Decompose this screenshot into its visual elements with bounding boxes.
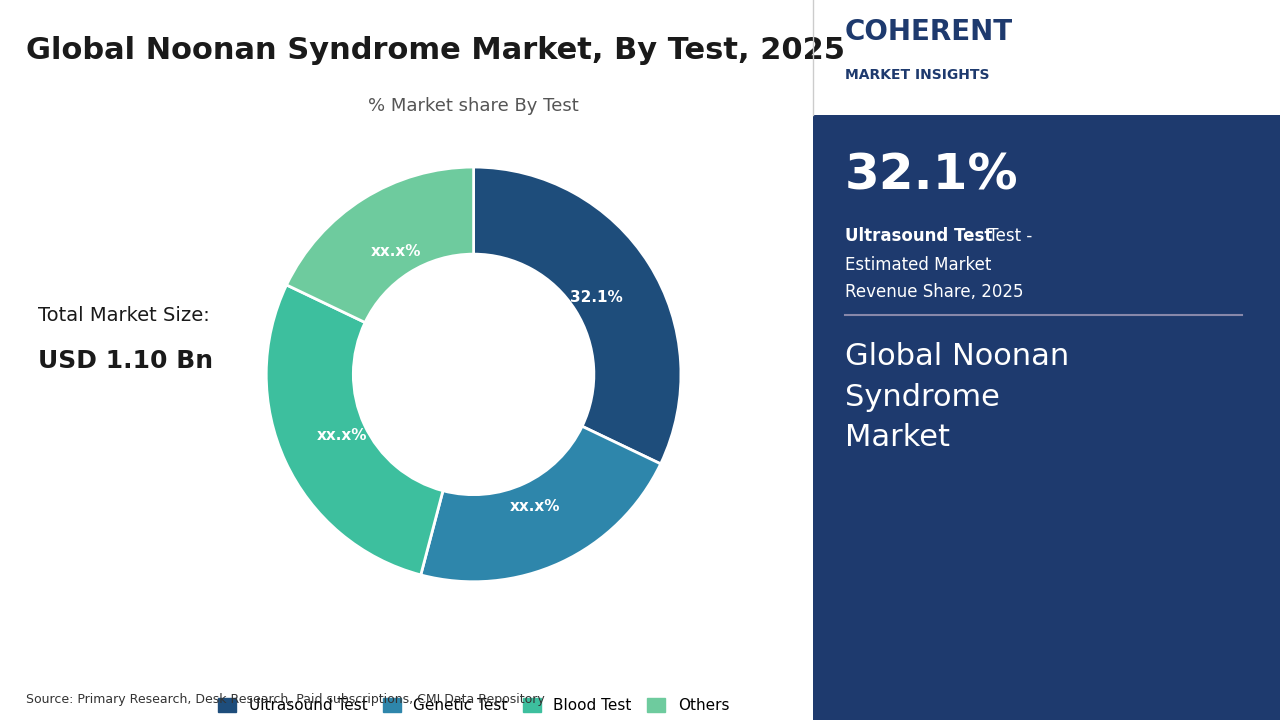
Legend: Ultrasound Test, Genetic Test, Blood Test, Others: Ultrasound Test, Genetic Test, Blood Tes… bbox=[212, 692, 735, 719]
Wedge shape bbox=[421, 426, 660, 582]
Text: Global Noonan
Syndrome
Market: Global Noonan Syndrome Market bbox=[845, 342, 1069, 452]
Text: xx.x%: xx.x% bbox=[316, 428, 367, 443]
Wedge shape bbox=[474, 167, 681, 464]
Text: Ultrasound Test: Ultrasound Test bbox=[845, 227, 992, 245]
Text: Total Market Size:: Total Market Size: bbox=[38, 306, 210, 325]
Wedge shape bbox=[287, 167, 474, 323]
Text: Global Noonan Syndrome Market, By Test, 2025: Global Noonan Syndrome Market, By Test, … bbox=[26, 36, 845, 65]
Text: % Market share By Test: % Market share By Test bbox=[369, 97, 579, 115]
Text: Test -: Test - bbox=[983, 227, 1032, 245]
Text: 32.1%: 32.1% bbox=[570, 289, 623, 305]
Text: COHERENT: COHERENT bbox=[845, 18, 1012, 46]
Text: xx.x%: xx.x% bbox=[371, 244, 421, 259]
Text: MARKET INSIGHTS: MARKET INSIGHTS bbox=[845, 68, 989, 82]
Wedge shape bbox=[266, 285, 443, 575]
Text: Revenue Share, 2025: Revenue Share, 2025 bbox=[845, 283, 1023, 301]
Text: xx.x%: xx.x% bbox=[509, 499, 559, 513]
Text: 32.1%: 32.1% bbox=[845, 151, 1019, 199]
Text: USD 1.10 Bn: USD 1.10 Bn bbox=[38, 349, 214, 373]
Text: Source: Primary Research, Desk Research, Paid subscriptions, CMI Data Repository: Source: Primary Research, Desk Research,… bbox=[26, 693, 544, 706]
Text: Estimated Market: Estimated Market bbox=[845, 256, 991, 274]
